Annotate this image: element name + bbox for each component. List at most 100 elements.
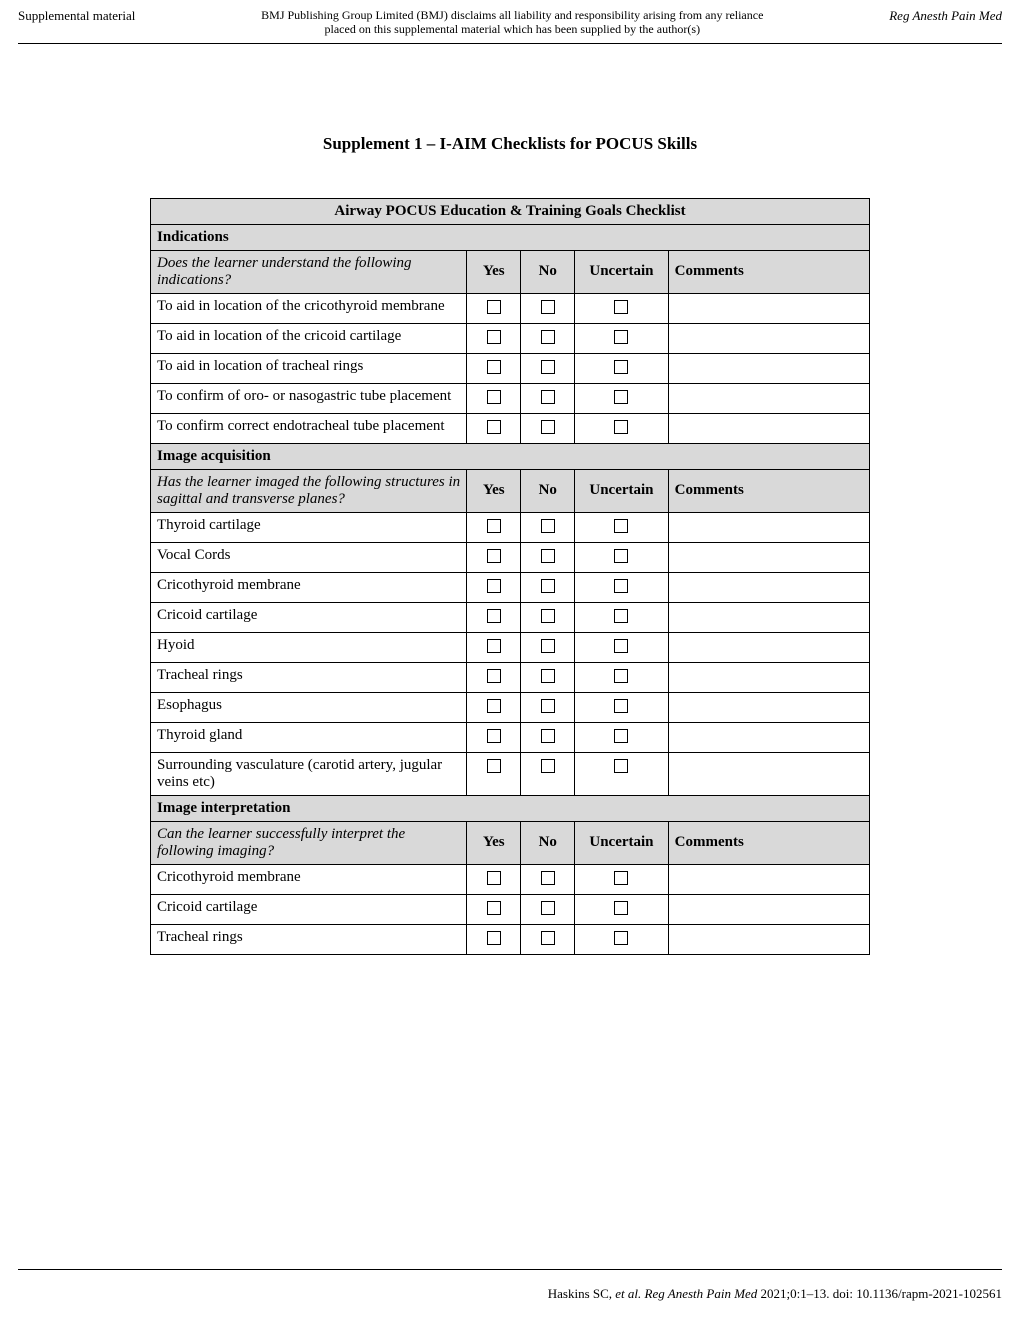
checkbox-no[interactable] [541, 579, 555, 593]
checkbox-no[interactable] [541, 669, 555, 683]
checkbox-yes[interactable] [487, 549, 501, 563]
cell-uncertain [575, 572, 668, 602]
cell-yes [467, 293, 521, 323]
checkbox-uncertain[interactable] [614, 871, 628, 885]
cell-uncertain [575, 323, 668, 353]
col-no: No [521, 469, 575, 512]
footer-authors: Haskins SC [548, 1286, 609, 1301]
checkbox-no[interactable] [541, 390, 555, 404]
checkbox-yes[interactable] [487, 579, 501, 593]
cell-yes [467, 383, 521, 413]
table-title: Airway POCUS Education & Training Goals … [151, 198, 870, 224]
checkbox-no[interactable] [541, 300, 555, 314]
checkbox-uncertain[interactable] [614, 729, 628, 743]
cell-yes [467, 572, 521, 602]
header-disclaimer: BMJ Publishing Group Limited (BMJ) discl… [135, 8, 889, 37]
cell-yes [467, 323, 521, 353]
checkbox-no[interactable] [541, 901, 555, 915]
checkbox-uncertain[interactable] [614, 609, 628, 623]
cell-comments [668, 692, 869, 722]
item-desc: Surrounding vasculature (carotid artery,… [151, 752, 467, 795]
checkbox-uncertain[interactable] [614, 549, 628, 563]
checkbox-no[interactable] [541, 729, 555, 743]
col-no: No [521, 250, 575, 293]
checkbox-yes[interactable] [487, 901, 501, 915]
checkbox-yes[interactable] [487, 699, 501, 713]
cell-comments [668, 722, 869, 752]
cell-comments [668, 542, 869, 572]
checkbox-yes[interactable] [487, 420, 501, 434]
cell-comments [668, 512, 869, 542]
checkbox-yes[interactable] [487, 300, 501, 314]
checkbox-no[interactable] [541, 931, 555, 945]
checkbox-yes[interactable] [487, 390, 501, 404]
cell-uncertain [575, 864, 668, 894]
section-question: Can the learner successfully interpret t… [151, 821, 467, 864]
checkbox-yes[interactable] [487, 330, 501, 344]
checkbox-yes[interactable] [487, 759, 501, 773]
cell-yes [467, 602, 521, 632]
checkbox-uncertain[interactable] [614, 579, 628, 593]
cell-uncertain [575, 924, 668, 954]
checkbox-uncertain[interactable] [614, 931, 628, 945]
header-left: Supplemental material [18, 8, 135, 24]
checkbox-no[interactable] [541, 549, 555, 563]
cell-uncertain [575, 512, 668, 542]
page-footer: Haskins SC, et al. Reg Anesth Pain Med 2… [0, 1286, 1020, 1302]
checkbox-uncertain[interactable] [614, 360, 628, 374]
checkbox-no[interactable] [541, 699, 555, 713]
checkbox-uncertain[interactable] [614, 901, 628, 915]
checkbox-uncertain[interactable] [614, 300, 628, 314]
checkbox-uncertain[interactable] [614, 669, 628, 683]
checkbox-uncertain[interactable] [614, 759, 628, 773]
checkbox-uncertain[interactable] [614, 390, 628, 404]
checkbox-no[interactable] [541, 519, 555, 533]
cell-comments [668, 383, 869, 413]
cell-uncertain [575, 413, 668, 443]
checkbox-yes[interactable] [487, 729, 501, 743]
checkbox-no[interactable] [541, 871, 555, 885]
checkbox-no[interactable] [541, 759, 555, 773]
section-heading: Image interpretation [151, 795, 870, 821]
checkbox-no[interactable] [541, 639, 555, 653]
cell-uncertain [575, 722, 668, 752]
cell-uncertain [575, 662, 668, 692]
footer-rest: 2021;0:1–13. doi: 10.1136/rapm-2021-1025… [757, 1286, 1002, 1301]
cell-no [521, 572, 575, 602]
cell-uncertain [575, 602, 668, 632]
cell-uncertain [575, 752, 668, 795]
item-desc: To confirm correct endotracheal tube pla… [151, 413, 467, 443]
col-uncertain: Uncertain [575, 250, 668, 293]
cell-comments [668, 662, 869, 692]
col-yes: Yes [467, 250, 521, 293]
checkbox-uncertain[interactable] [614, 519, 628, 533]
cell-no [521, 542, 575, 572]
checkbox-yes[interactable] [487, 360, 501, 374]
cell-uncertain [575, 692, 668, 722]
checkbox-uncertain[interactable] [614, 639, 628, 653]
cell-no [521, 662, 575, 692]
checkbox-yes[interactable] [487, 931, 501, 945]
checkbox-no[interactable] [541, 360, 555, 374]
cell-yes [467, 353, 521, 383]
checkbox-yes[interactable] [487, 871, 501, 885]
checkbox-uncertain[interactable] [614, 330, 628, 344]
item-desc: Vocal Cords [151, 542, 467, 572]
item-desc: To aid in location of the cricothyroid m… [151, 293, 467, 323]
checkbox-uncertain[interactable] [614, 699, 628, 713]
checkbox-yes[interactable] [487, 639, 501, 653]
cell-uncertain [575, 293, 668, 323]
checkbox-no[interactable] [541, 330, 555, 344]
cell-no [521, 924, 575, 954]
cell-yes [467, 662, 521, 692]
item-desc: Thyroid gland [151, 722, 467, 752]
checkbox-no[interactable] [541, 609, 555, 623]
item-desc: To confirm of oro- or nasogastric tube p… [151, 383, 467, 413]
checklist-table: Airway POCUS Education & Training Goals … [150, 198, 870, 955]
checkbox-yes[interactable] [487, 609, 501, 623]
checkbox-uncertain[interactable] [614, 420, 628, 434]
item-desc: To aid in location of tracheal rings [151, 353, 467, 383]
checkbox-yes[interactable] [487, 669, 501, 683]
checkbox-no[interactable] [541, 420, 555, 434]
checkbox-yes[interactable] [487, 519, 501, 533]
